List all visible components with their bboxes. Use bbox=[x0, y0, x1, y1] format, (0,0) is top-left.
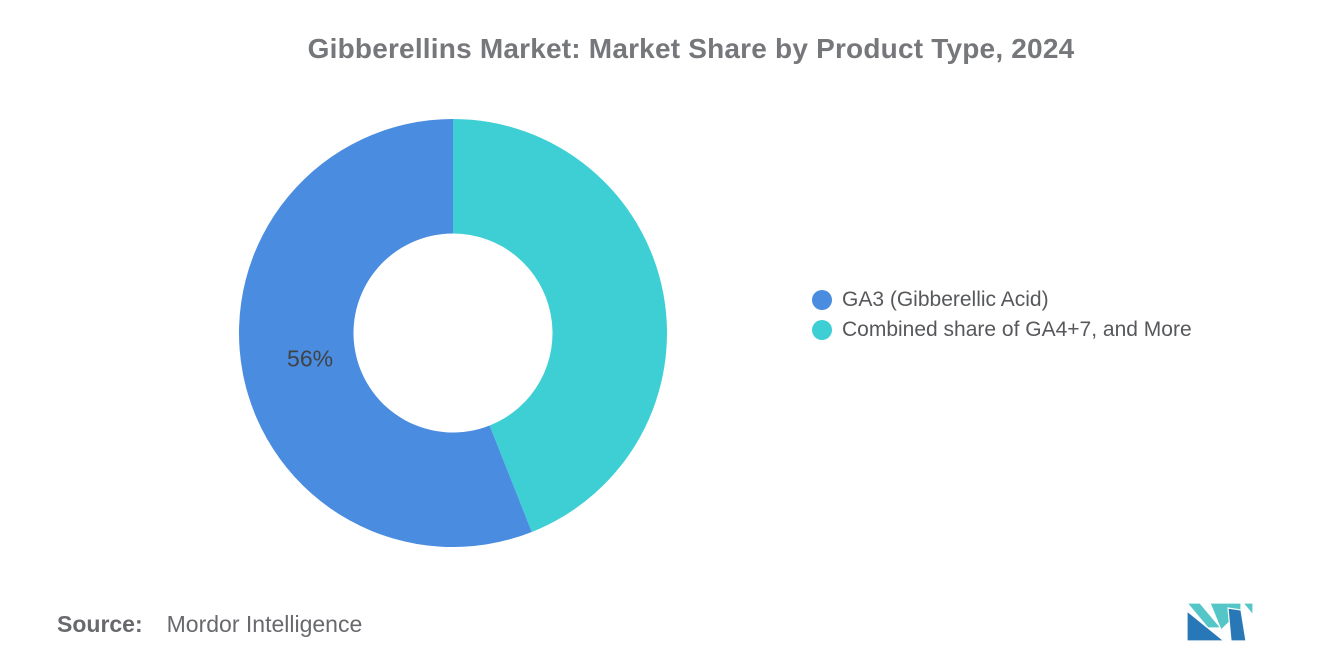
pie-slice-1 bbox=[239, 119, 532, 547]
legend-item-ga47: Combined share of GA4+7, and More bbox=[812, 317, 1192, 341]
donut-chart-svg: 56% bbox=[239, 119, 667, 547]
legend-item-ga3: GA3 (Gibberellic Acid) bbox=[812, 287, 1192, 311]
mordor-intelligence-logo-icon bbox=[1187, 603, 1253, 641]
mordor-intelligence-logo bbox=[1187, 603, 1253, 641]
slice-label-1: 56% bbox=[287, 345, 333, 371]
donut-chart: 56% bbox=[239, 119, 667, 547]
legend: GA3 (Gibberellic Acid) Combined share of… bbox=[812, 287, 1192, 341]
pie-slice-0 bbox=[453, 119, 667, 532]
source-value: Mordor Intelligence bbox=[166, 611, 363, 637]
legend-marker-ga47-icon bbox=[812, 319, 832, 340]
legend-label-ga47: Combined share of GA4+7, and More bbox=[842, 317, 1192, 341]
source-label: Source: bbox=[57, 611, 143, 637]
legend-marker-ga3-icon bbox=[812, 289, 832, 310]
legend-label-ga3: GA3 (Gibberellic Acid) bbox=[842, 287, 1049, 311]
chart-title: Gibberellins Market: Market Share by Pro… bbox=[307, 33, 1075, 64]
source-line: Source: Mordor Intelligence bbox=[57, 611, 362, 638]
